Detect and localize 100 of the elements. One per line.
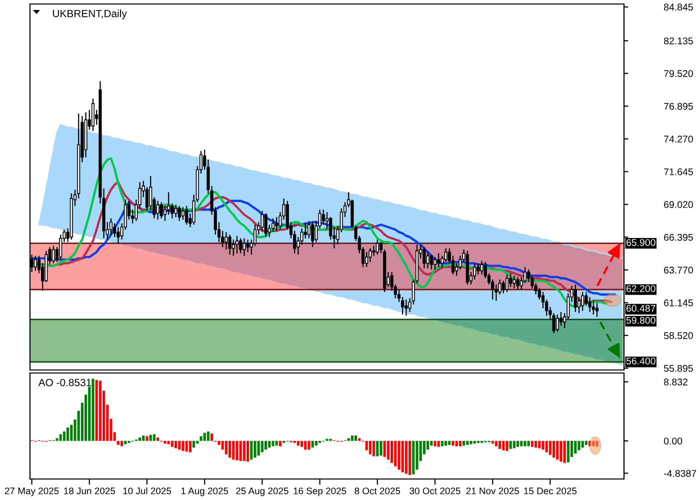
candlestick	[376, 239, 379, 256]
candlestick	[404, 298, 408, 316]
candlestick	[502, 280, 505, 294]
bar	[560, 440, 562, 462]
bar	[242, 440, 246, 461]
candlestick	[239, 238, 242, 254]
candlestick	[264, 212, 268, 238]
bar	[149, 434, 152, 441]
y-tick-label: 0.00	[664, 438, 682, 444]
bar	[224, 440, 228, 454]
candlestick	[307, 220, 311, 239]
chart-title: UKBRENT,Daily	[53, 10, 127, 20]
bar	[530, 440, 534, 447]
bar	[174, 440, 178, 448]
bar	[59, 434, 62, 441]
y-tick-label: 66.395	[664, 234, 693, 241]
x-tick-label: 27 May 2025	[4, 488, 59, 496]
candlestick	[365, 252, 368, 268]
bar	[98, 380, 102, 441]
bar	[146, 436, 148, 441]
candlestick	[480, 260, 484, 276]
candlestick	[473, 262, 476, 280]
candlestick	[34, 255, 37, 272]
bar	[138, 438, 142, 441]
chart-title: AO -0.8531	[38, 378, 92, 386]
bar	[264, 440, 268, 450]
bar	[182, 440, 184, 451]
bar	[466, 440, 469, 445]
bar	[437, 440, 440, 447]
bar	[584, 440, 588, 445]
y-tick-label: 76.895	[664, 102, 693, 110]
bar	[120, 440, 124, 446]
bar	[354, 436, 358, 441]
bar	[156, 438, 160, 441]
candlestick	[437, 252, 440, 268]
y-tick-label: 79.520	[664, 70, 693, 77]
candlestick	[422, 246, 426, 269]
candlestick	[91, 98, 95, 132]
y-tick-label: 82.135	[664, 37, 693, 44]
bar	[412, 440, 415, 474]
bar	[116, 440, 120, 445]
y-tick-label: 69.020	[664, 201, 693, 208]
bar	[304, 440, 307, 450]
bar	[250, 440, 253, 460]
bar	[401, 440, 404, 472]
bar	[581, 440, 584, 448]
bar	[260, 440, 264, 452]
bar	[347, 438, 350, 441]
candlestick	[242, 238, 246, 256]
bar	[524, 440, 526, 446]
bar	[296, 440, 300, 446]
bar	[275, 440, 278, 446]
x-tick-label: 8 Oct 2025	[354, 488, 400, 494]
candlestick	[185, 205, 188, 226]
bar	[434, 440, 436, 446]
bar	[376, 440, 379, 456]
bar	[170, 440, 174, 447]
bar	[588, 440, 592, 446]
candlestick	[304, 222, 307, 239]
candlestick	[476, 262, 480, 276]
candlestick	[246, 239, 250, 253]
bar	[534, 440, 538, 448]
bar	[62, 432, 66, 441]
bar	[142, 436, 145, 441]
bar	[502, 440, 505, 450]
bar	[272, 440, 274, 446]
candlestick	[181, 206, 185, 220]
candlestick	[109, 218, 113, 236]
bar	[300, 440, 304, 447]
bar	[458, 440, 462, 446]
bar	[527, 440, 530, 446]
bar	[470, 440, 472, 444]
ref-line-label: 59.800	[626, 316, 656, 324]
candlestick	[556, 314, 559, 332]
candlestick	[160, 202, 163, 219]
candlestick	[372, 245, 376, 256]
bar	[372, 440, 376, 456]
y-tick-label: 55.895	[664, 364, 693, 372]
bar	[566, 440, 570, 462]
candlestick	[581, 291, 584, 312]
bar	[236, 440, 238, 460]
candlestick	[228, 234, 232, 256]
x-tick-label: 25 Aug 2025	[236, 488, 288, 496]
bar	[386, 440, 390, 460]
bar	[200, 436, 202, 441]
candlestick	[260, 210, 264, 232]
bar	[314, 440, 318, 446]
y-tick-label: 84.845	[664, 4, 693, 11]
x-tick-label: 1 Aug 2025	[181, 488, 228, 496]
candlestick	[235, 235, 239, 254]
bar	[188, 440, 192, 452]
bar	[542, 440, 544, 450]
candlestick	[574, 284, 577, 313]
bar	[398, 440, 400, 470]
ref-line-label: 56.400	[626, 358, 656, 364]
x-tick-label: 21 Nov 2025	[466, 488, 519, 494]
candlestick	[311, 222, 314, 248]
bar	[430, 440, 433, 446]
bar	[311, 440, 314, 448]
bar	[95, 380, 98, 441]
